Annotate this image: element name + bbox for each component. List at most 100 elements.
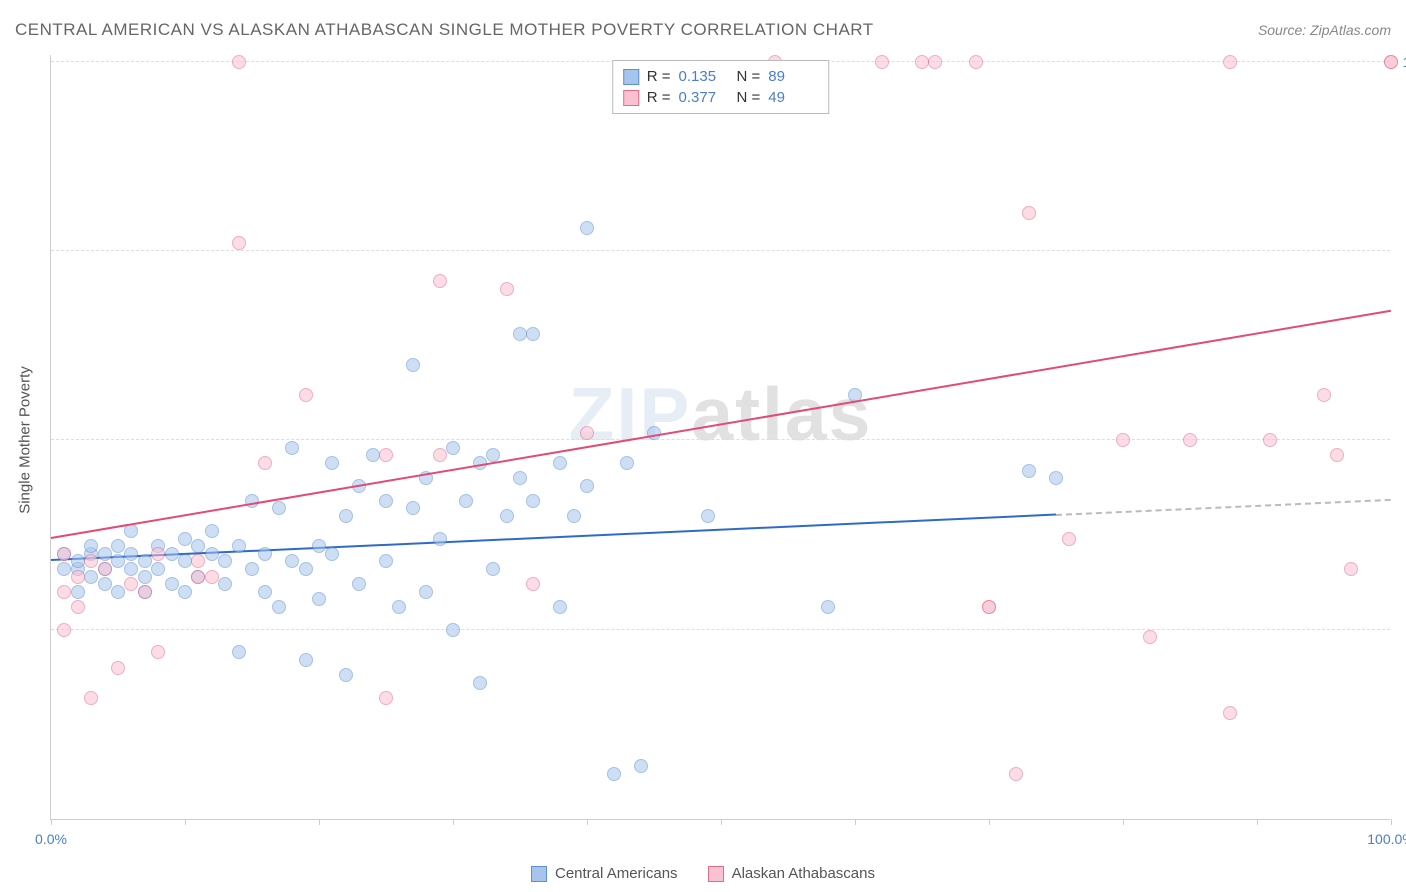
legend-swatch — [623, 90, 639, 106]
data-point — [165, 547, 179, 561]
data-point — [124, 547, 138, 561]
data-point — [178, 585, 192, 599]
data-point — [84, 570, 98, 584]
y-axis-label: Single Mother Poverty — [17, 366, 34, 514]
legend-swatch — [623, 69, 639, 85]
data-point — [339, 668, 353, 682]
x-tick — [51, 819, 52, 825]
legend-correlation: R = 0.135N = 89R = 0.377N = 49 — [612, 60, 830, 114]
legend-r-label: R = — [647, 68, 671, 85]
data-point — [299, 653, 313, 667]
data-point — [379, 448, 393, 462]
data-point — [500, 509, 514, 523]
data-point — [151, 645, 165, 659]
data-point — [111, 661, 125, 675]
data-point — [1384, 55, 1398, 69]
data-point — [392, 600, 406, 614]
data-point — [138, 570, 152, 584]
data-point — [299, 562, 313, 576]
data-point — [71, 585, 85, 599]
data-point — [620, 456, 634, 470]
data-point — [821, 600, 835, 614]
legend-r-value: 0.377 — [679, 89, 729, 106]
gridline — [51, 629, 1390, 630]
x-tick-label: 0.0% — [35, 831, 67, 847]
data-point — [151, 562, 165, 576]
data-point — [258, 585, 272, 599]
legend-item: Central Americans — [531, 865, 678, 882]
data-point — [433, 274, 447, 288]
data-point — [245, 562, 259, 576]
data-point — [165, 577, 179, 591]
data-point — [379, 691, 393, 705]
data-point — [406, 358, 420, 372]
data-point — [553, 456, 567, 470]
data-point — [111, 554, 125, 568]
chart-area: ZIPatlas R = 0.135N = 89R = 0.377N = 49 … — [50, 55, 1390, 820]
data-point — [1022, 464, 1036, 478]
x-tick — [319, 819, 320, 825]
data-point — [513, 327, 527, 341]
data-point — [486, 562, 500, 576]
x-tick — [453, 819, 454, 825]
data-point — [71, 570, 85, 584]
data-point — [580, 221, 594, 235]
data-point — [446, 623, 460, 637]
data-point — [272, 501, 286, 515]
data-point — [218, 577, 232, 591]
data-point — [71, 600, 85, 614]
data-point — [178, 532, 192, 546]
data-point — [647, 426, 661, 440]
data-point — [138, 554, 152, 568]
data-point — [1116, 433, 1130, 447]
x-tick — [185, 819, 186, 825]
data-point — [84, 554, 98, 568]
data-point — [299, 388, 313, 402]
data-point — [526, 577, 540, 591]
data-point — [915, 55, 929, 69]
x-tick — [989, 819, 990, 825]
data-point — [258, 547, 272, 561]
data-point — [205, 547, 219, 561]
data-point — [634, 759, 648, 773]
data-point — [580, 426, 594, 440]
data-point — [84, 691, 98, 705]
data-point — [379, 554, 393, 568]
legend-r-label: R = — [647, 89, 671, 106]
data-point — [1344, 562, 1358, 576]
data-point — [1223, 706, 1237, 720]
data-point — [57, 623, 71, 637]
data-point — [982, 600, 996, 614]
data-point — [607, 767, 621, 781]
data-point — [312, 592, 326, 606]
data-point — [138, 585, 152, 599]
x-tick — [855, 819, 856, 825]
data-point — [379, 494, 393, 508]
data-point — [459, 494, 473, 508]
data-point — [124, 577, 138, 591]
legend-n-label: N = — [737, 89, 761, 106]
data-point — [446, 441, 460, 455]
legend-row: R = 0.377N = 49 — [623, 87, 819, 108]
legend-label: Central Americans — [555, 865, 678, 882]
data-point — [526, 327, 540, 341]
trend-line — [51, 310, 1391, 539]
data-point — [98, 562, 112, 576]
data-point — [339, 509, 353, 523]
data-point — [500, 282, 514, 296]
data-point — [553, 600, 567, 614]
data-point — [258, 456, 272, 470]
x-tick — [1257, 819, 1258, 825]
data-point — [205, 524, 219, 538]
data-point — [84, 539, 98, 553]
chart-source: Source: ZipAtlas.com — [1258, 22, 1391, 38]
data-point — [1183, 433, 1197, 447]
data-point — [406, 501, 420, 515]
data-point — [1062, 532, 1076, 546]
legend-series: Central AmericansAlaskan Athabascans — [531, 865, 875, 882]
data-point — [1223, 55, 1237, 69]
x-tick — [721, 819, 722, 825]
data-point — [285, 554, 299, 568]
chart-header: CENTRAL AMERICAN VS ALASKAN ATHABASCAN S… — [15, 20, 1391, 40]
data-point — [701, 509, 715, 523]
